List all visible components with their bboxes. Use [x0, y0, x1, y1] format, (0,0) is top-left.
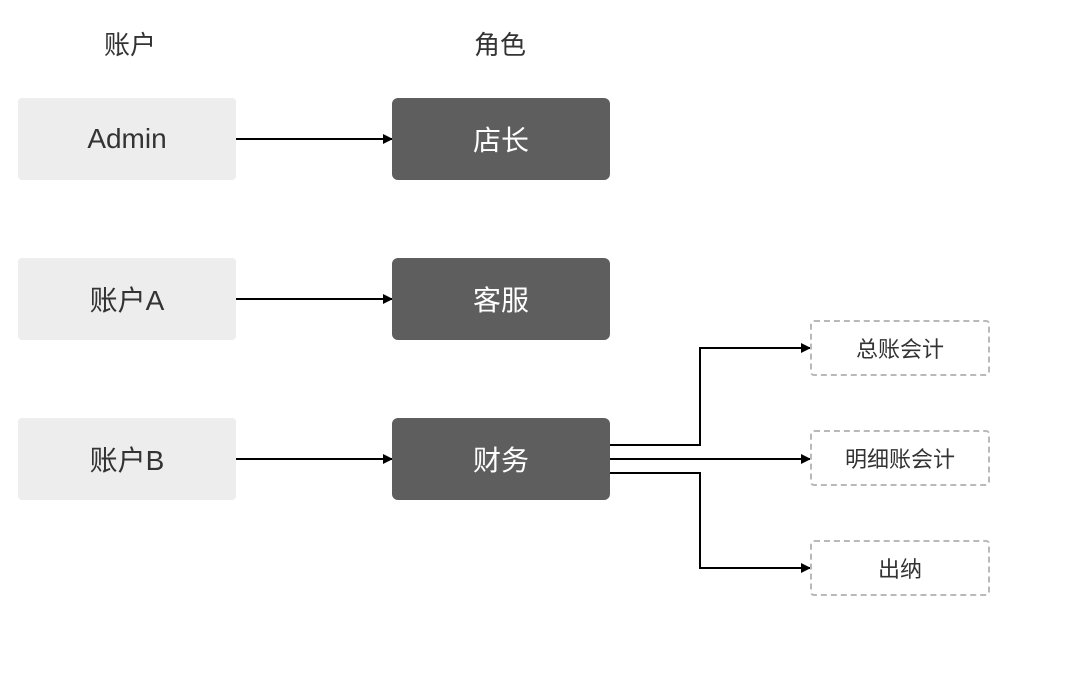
node-label-text: Admin	[87, 123, 166, 155]
node-acc-admin: Admin	[18, 98, 236, 180]
node-sub-gl: 总账会计	[810, 320, 990, 376]
node-label-text: 财务	[473, 439, 529, 479]
header-hdr-role: 角色	[450, 26, 550, 60]
node-role-cs: 客服	[392, 258, 610, 340]
node-label-text: 店长	[473, 119, 529, 159]
node-sub-detail: 明细账会计	[810, 430, 990, 486]
node-label-text: 账户B	[90, 439, 165, 479]
node-label-text: 总账会计	[856, 332, 944, 364]
node-label-text: 客服	[473, 279, 529, 319]
header-hdr-account: 账户	[80, 26, 180, 60]
node-label-text: 账户A	[90, 279, 165, 319]
node-role-mgr: 店长	[392, 98, 610, 180]
node-label-text: 出纳	[878, 552, 922, 584]
nodes-layer: 账户 角色 Admin 账户A 账户B 店长客服财务 总账会计明细账会计出纳	[0, 0, 1080, 678]
node-label-text: 明细账会计	[845, 442, 955, 474]
header-label-text: 账户	[104, 25, 156, 62]
node-acc-b: 账户B	[18, 418, 236, 500]
node-sub-cash: 出纳	[810, 540, 990, 596]
header-label-text: 角色	[474, 25, 526, 62]
node-acc-a: 账户A	[18, 258, 236, 340]
node-role-fin: 财务	[392, 418, 610, 500]
